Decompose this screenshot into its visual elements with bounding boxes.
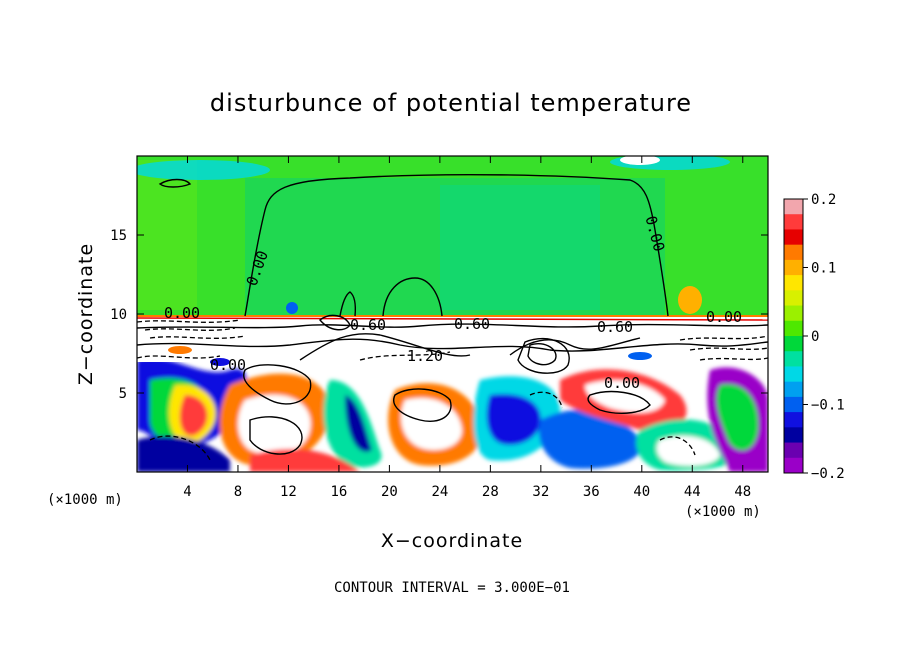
contour-loop-6 <box>517 337 570 374</box>
contour-neg-7 <box>689 347 768 351</box>
x-tick-label: 12 <box>280 484 297 500</box>
cool-spot <box>286 302 298 314</box>
chart-title: disturbunce of potential temperature <box>210 89 692 117</box>
y-tick-label: 5 <box>119 386 127 402</box>
colorbar-swatch <box>784 396 803 413</box>
contour-loop-1 <box>243 364 312 405</box>
colorbar-swatch <box>784 259 803 276</box>
contour-neg-4 <box>137 355 221 359</box>
colorbar-swatch <box>784 229 803 246</box>
contour-zero-small <box>339 291 357 317</box>
contour-zero-dome <box>382 277 443 317</box>
contour-top-left <box>158 178 192 188</box>
contour-band-4 <box>509 337 641 356</box>
contour-loop-7 <box>319 314 351 331</box>
y-tick-label: 15 <box>110 228 127 244</box>
x-tick-label: 28 <box>482 484 499 500</box>
x-axis: 4 8 12 16 20 24 28 32 36 40 44 48 <box>183 156 751 500</box>
plot-area <box>137 156 768 472</box>
colorbar-swatch <box>784 336 803 352</box>
x-tick-label: 16 <box>330 484 347 500</box>
colorbar-swatch <box>784 381 803 398</box>
colorbar-ticks: 0.2 0.1 0 −0.1 −0.2 <box>803 192 845 482</box>
contour-label: 0.60 <box>350 316 386 334</box>
colorbar-swatch <box>784 366 803 383</box>
contour-neg-2 <box>144 327 236 331</box>
colorbar-swatch <box>784 305 803 322</box>
contour-neg-6 <box>679 335 768 341</box>
colorbar-swatch <box>784 320 803 337</box>
colorbar-swatch <box>784 427 803 444</box>
colorbar-tick-label: −0.2 <box>811 466 845 482</box>
contour-neg-11 <box>529 391 563 409</box>
lower-blobs <box>137 357 768 472</box>
layer-spot-1 <box>168 346 192 354</box>
contour-neg-10 <box>659 436 696 456</box>
top-turbulence-3 <box>620 156 660 165</box>
layer-spot-2 <box>210 358 230 366</box>
colorbar-swatch <box>784 442 803 459</box>
x-tick-label: 48 <box>734 484 751 500</box>
colorbar-swatch <box>784 457 803 474</box>
contour-neg-9 <box>149 435 211 461</box>
contour-loop-3 <box>587 390 651 414</box>
colorbar-swatch <box>784 290 803 307</box>
contour-loop-2 <box>393 388 452 422</box>
x-units-right: (×1000 m) <box>685 504 761 520</box>
y-tick-label: 10 <box>110 307 127 323</box>
colorbar-swatch <box>784 244 803 261</box>
contour-loop-5 <box>527 343 557 366</box>
contour-label: 1.20 <box>407 347 443 365</box>
colorbar-swatch <box>784 351 803 367</box>
contour-label: 0.00 <box>706 308 742 326</box>
colorbar <box>783 198 804 474</box>
contour-neg-3 <box>149 335 246 339</box>
top-turbulence <box>137 160 270 180</box>
x-axis-label: X−coordinate <box>381 530 523 552</box>
x-tick-label: 32 <box>532 484 549 500</box>
x-tick-label: 44 <box>684 484 701 500</box>
x-tick-label: 24 <box>431 484 448 500</box>
x-tick-label: 40 <box>633 484 650 500</box>
contour-loop-4 <box>249 416 303 455</box>
x-units-left: (×1000 m) <box>47 492 123 508</box>
colorbar-swatch <box>784 199 803 215</box>
contour-label: 0.00 <box>604 374 640 392</box>
colorbar-swatch <box>784 214 803 230</box>
layer-spot-3 <box>628 352 652 360</box>
warm-spot <box>678 286 702 314</box>
contour-band-1 <box>137 323 768 329</box>
colorbar-tick-label: −0.1 <box>811 398 845 414</box>
x-tick-label: 20 <box>381 484 398 500</box>
contour-label: 0.60 <box>454 315 490 333</box>
contour-label: 0.00 <box>164 304 200 322</box>
colorbar-tick-label: 0.1 <box>811 261 836 277</box>
y-axis-label: Z−coordinate <box>75 243 97 385</box>
contour-zero-upper <box>244 173 669 317</box>
contour-neg-1 <box>137 319 241 323</box>
x-tick-label: 8 <box>234 484 242 500</box>
colorbar-swatch <box>784 275 803 291</box>
x-tick-label: 4 <box>183 484 191 500</box>
contour-band-3 <box>299 333 471 361</box>
contour-neg-8 <box>699 357 768 361</box>
contour-interval: CONTOUR INTERVAL = 3.000E−01 <box>334 580 570 596</box>
contour-neg-5 <box>359 351 451 361</box>
tropopause-red <box>137 317 768 321</box>
upper-center <box>440 185 600 310</box>
y-axis: 5 10 15 <box>110 228 768 402</box>
contour-label: 0.00 <box>210 356 246 374</box>
contour-band-2 <box>137 338 768 352</box>
colorbar-tick-label: 0 <box>811 329 819 345</box>
colorbar-swatch <box>784 412 803 428</box>
colorbar-tick-label: 0.2 <box>811 192 836 208</box>
contour-label: 0.60 <box>597 318 633 336</box>
x-tick-label: 36 <box>583 484 600 500</box>
